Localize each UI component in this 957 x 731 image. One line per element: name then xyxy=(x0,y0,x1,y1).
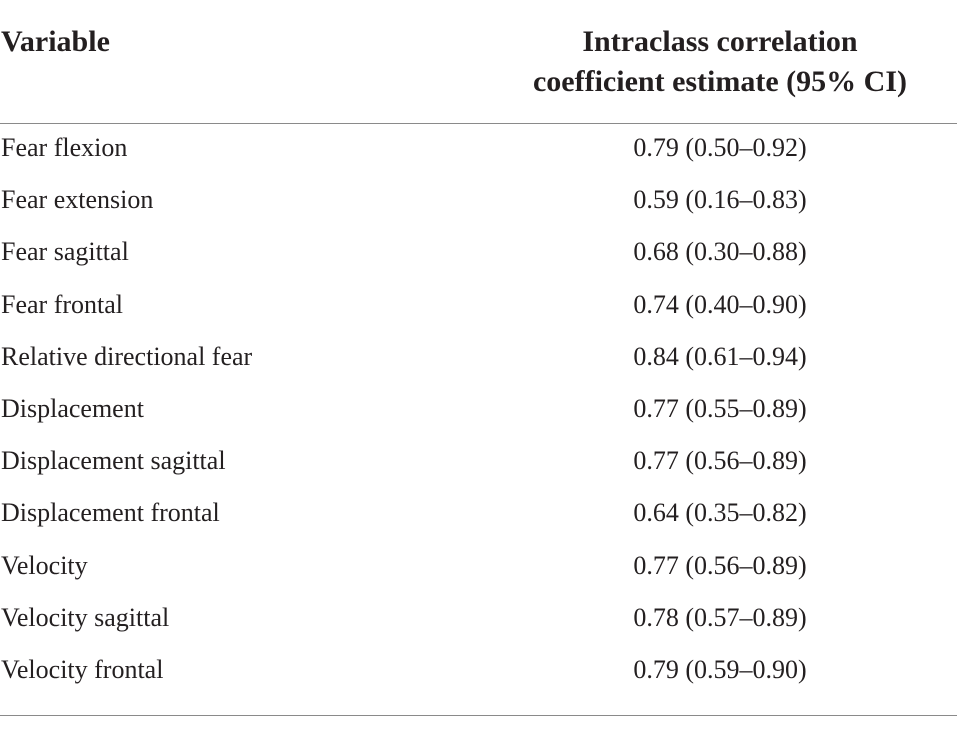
table-row: Displacement frontal 0.64 (0.35–0.82) xyxy=(0,489,957,541)
table-row: Velocity 0.77 (0.56–0.89) xyxy=(0,542,957,594)
header-icc: Intraclass correlation coefficient estim… xyxy=(470,22,957,102)
row-variable: Relative directional fear xyxy=(1,341,253,371)
row-variable: Fear extension xyxy=(1,185,154,215)
row-variable: Fear frontal xyxy=(1,289,124,319)
table-row: Velocity sagittal 0.78 (0.57–0.89) xyxy=(0,594,957,646)
header-divider xyxy=(0,123,957,124)
row-variable: Fear sagittal xyxy=(1,237,129,267)
row-icc-value: 0.84 (0.61–0.94) xyxy=(633,341,807,371)
row-icc-value: 0.77 (0.56–0.89) xyxy=(633,446,807,476)
row-icc-value: 0.79 (0.59–0.90) xyxy=(633,654,807,684)
row-variable: Displacement xyxy=(1,393,144,423)
table-bottom-rule xyxy=(0,715,957,716)
table-row: Fear sagittal 0.68 (0.30–0.88) xyxy=(0,228,957,280)
table-row: Fear extension 0.59 (0.16–0.83) xyxy=(0,176,957,228)
row-variable: Displacement frontal xyxy=(1,498,220,528)
row-icc-value: 0.77 (0.56–0.89) xyxy=(633,550,807,580)
table-row: Velocity frontal 0.79 (0.59–0.90) xyxy=(0,646,957,698)
row-variable: Velocity frontal xyxy=(1,654,164,684)
table-body: Fear flexion 0.79 (0.50–0.92) Fear exten… xyxy=(0,124,957,698)
header-icc-line2: coefficient estimate (95% CI) xyxy=(532,65,908,98)
row-icc-value: 0.79 (0.50–0.92) xyxy=(633,133,807,162)
table-row: Fear flexion 0.79 (0.50–0.92) xyxy=(0,124,957,176)
row-icc-value: 0.68 (0.30–0.88) xyxy=(633,237,807,267)
row-icc-value: 0.59 (0.16–0.83) xyxy=(633,185,807,215)
table-row: Displacement 0.77 (0.55–0.89) xyxy=(0,385,957,437)
row-variable: Fear flexion xyxy=(1,133,128,162)
row-icc-value: 0.77 (0.55–0.89) xyxy=(633,393,807,423)
row-variable: Velocity sagittal xyxy=(1,602,170,632)
table-row: Displacement sagittal 0.77 (0.56–0.89) xyxy=(0,437,957,489)
header-variable: Variable xyxy=(1,25,110,58)
header-icc-line1: Intraclass correlation xyxy=(582,25,858,58)
row-variable: Velocity xyxy=(1,550,88,580)
table-header: Variable Intraclass correlation coeffici… xyxy=(0,0,957,124)
row-icc-value: 0.64 (0.35–0.82) xyxy=(633,498,807,528)
row-variable: Displacement sagittal xyxy=(1,446,226,476)
row-icc-value: 0.74 (0.40–0.90) xyxy=(633,289,807,319)
table-row: Relative directional fear 0.84 (0.61–0.9… xyxy=(0,333,957,385)
table-row: Fear frontal 0.74 (0.40–0.90) xyxy=(0,281,957,333)
row-icc-value: 0.78 (0.57–0.89) xyxy=(633,602,807,632)
